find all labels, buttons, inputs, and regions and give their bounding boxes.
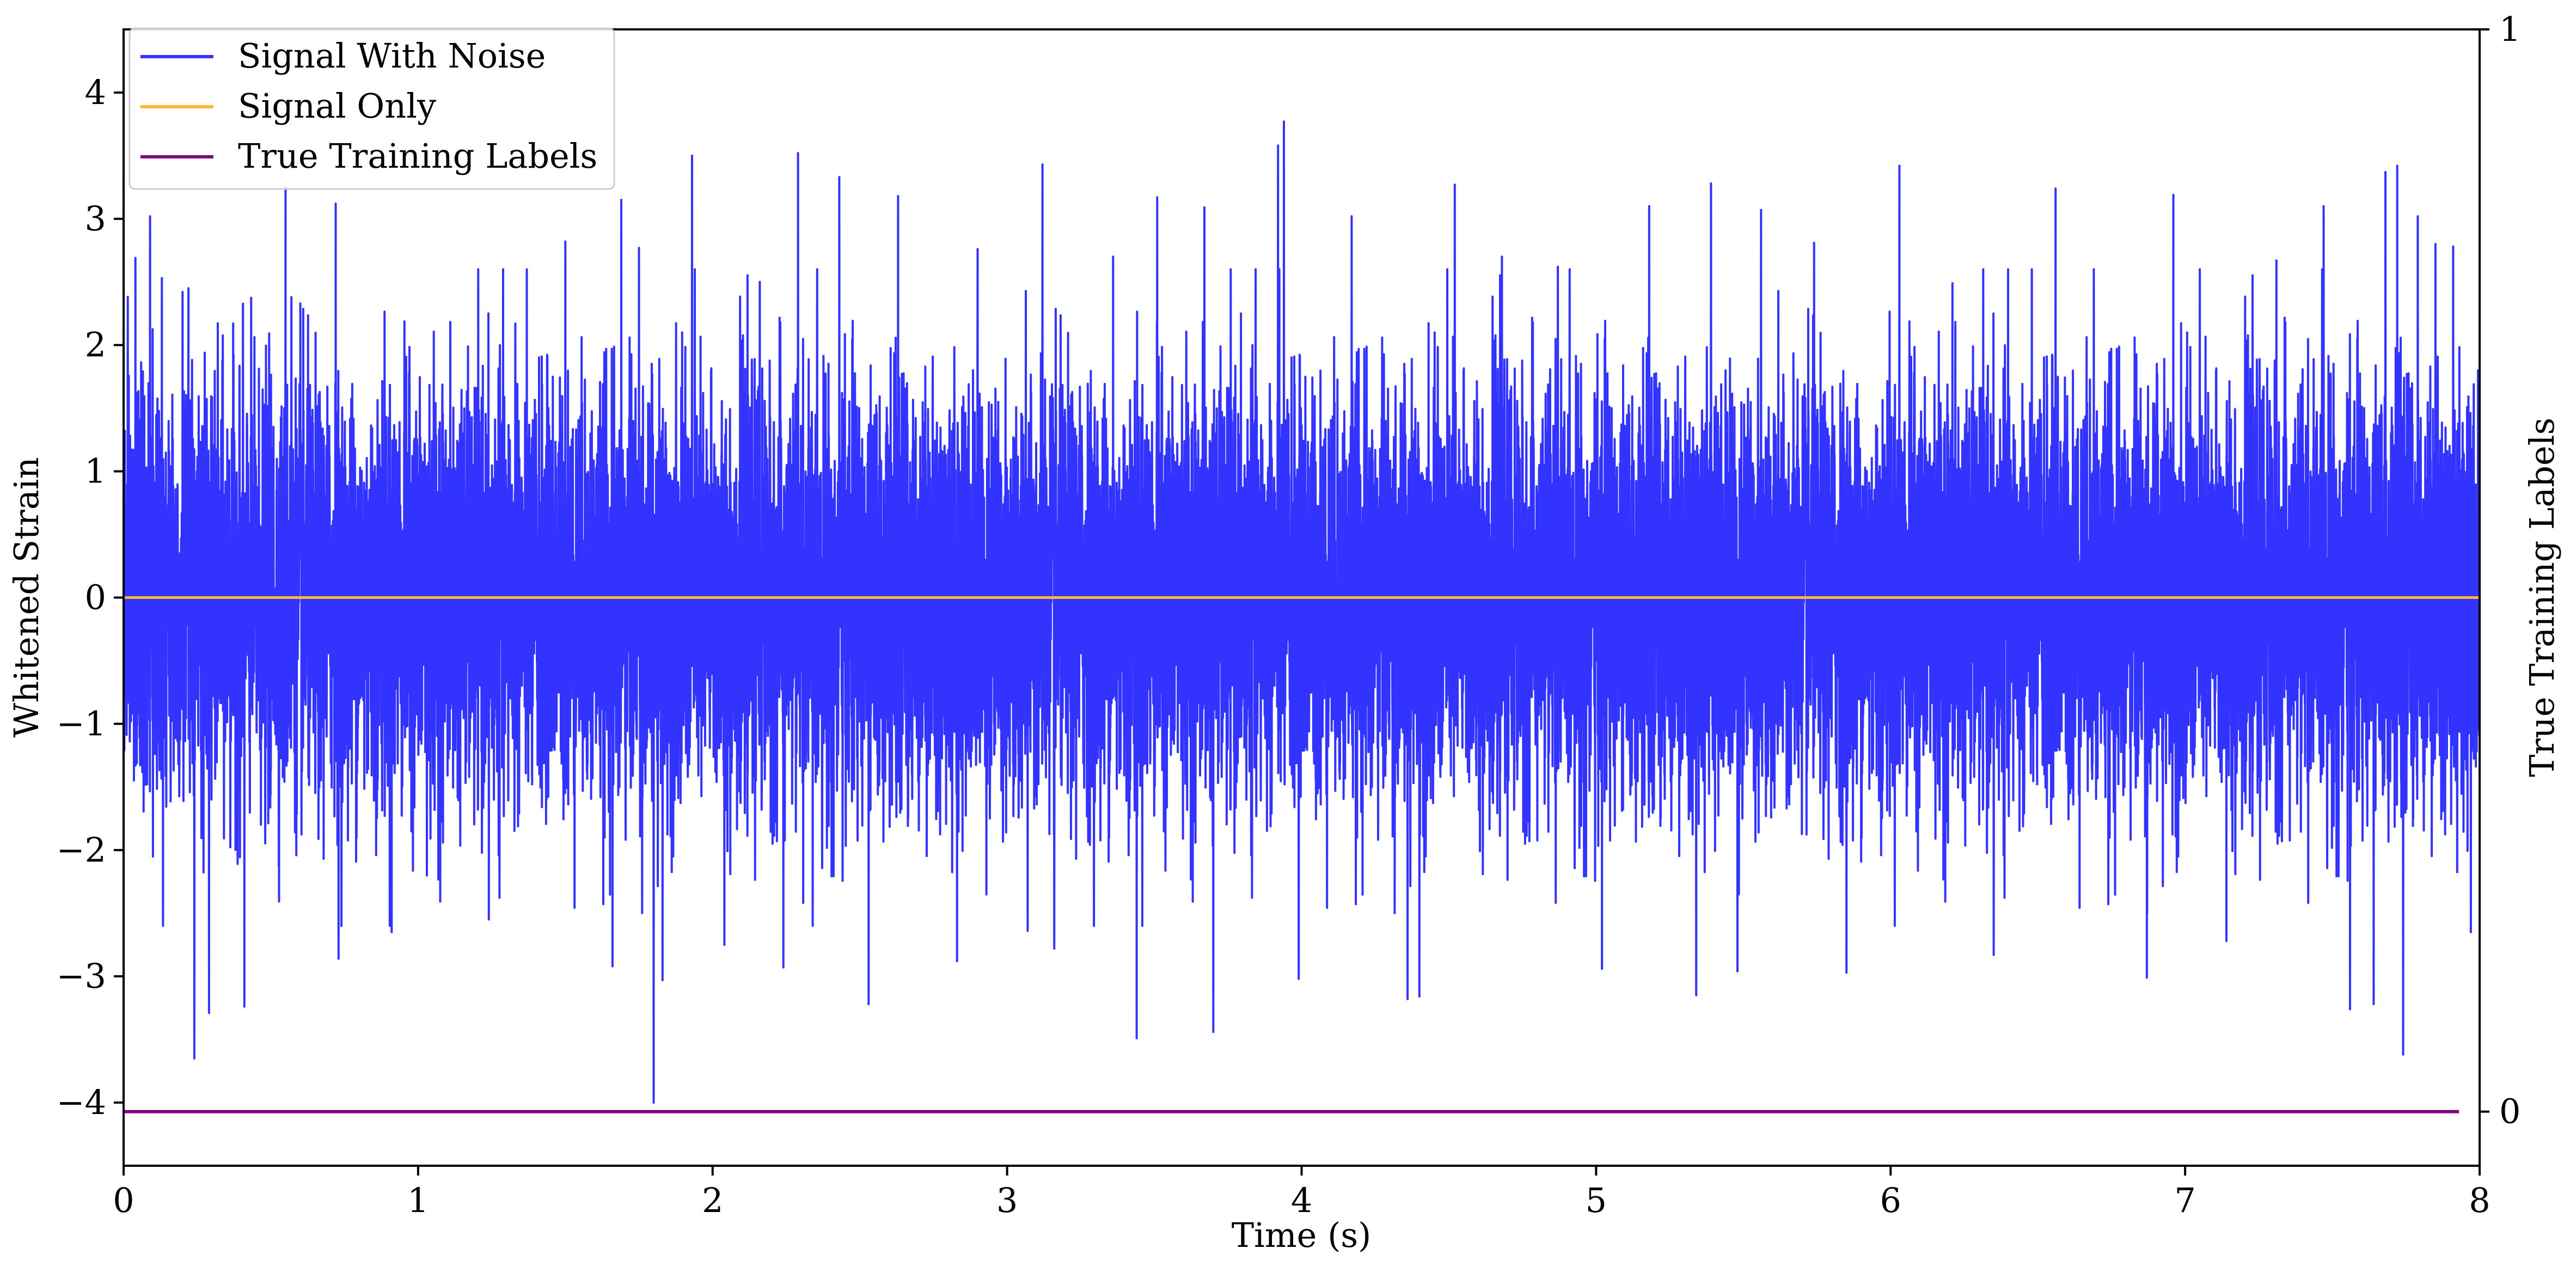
x-tick-label: 5 [1586, 1180, 1607, 1220]
x-tick-label: 8 [2469, 1180, 2490, 1220]
y-tick-label: 1 [85, 451, 106, 491]
y-tick-label: 3 [85, 199, 106, 238]
y-tick-label: −2 [57, 830, 106, 870]
series-layer [124, 120, 2480, 1113]
y-axis-right: 01 [2480, 9, 2520, 1131]
x-tick-label: 1 [407, 1180, 429, 1220]
y-tick-label: −1 [57, 703, 106, 743]
legend-label-true-training-labels: True Training Labels [238, 136, 597, 176]
y-axis-left: −4 −3 −2 −1 0 1 2 3 4 [57, 72, 124, 1122]
y2-tick-label: 1 [2499, 9, 2520, 49]
series-line-signal-with-noise [124, 120, 2480, 1104]
y2-tick-label: 0 [2499, 1092, 2520, 1131]
y-tick-label: −3 [57, 956, 106, 996]
y-tick-label: −4 [57, 1082, 106, 1122]
x-tick-label: 2 [702, 1180, 723, 1220]
legend-label-signal-with-noise: Signal With Noise [238, 36, 546, 76]
x-axis: 0 1 2 3 4 5 6 7 8 [113, 1166, 2491, 1220]
y-axis-title: Whitened Strain [7, 457, 46, 738]
x-tick-label: 4 [1291, 1180, 1312, 1220]
x-tick-label: 0 [113, 1180, 134, 1220]
x-tick-label: 3 [996, 1180, 1018, 1220]
y-tick-label: 0 [85, 578, 106, 617]
legend: Signal With Noise Signal Only True Train… [129, 27, 615, 190]
x-axis-title: Time (s) [1232, 1215, 1372, 1255]
y2-axis-title: True Training Labels [2522, 418, 2562, 777]
x-tick-label: 7 [2174, 1180, 2195, 1220]
y-tick-label: 2 [85, 325, 106, 365]
x-tick-label: 6 [1880, 1180, 1901, 1220]
y-tick-label: 4 [85, 72, 106, 112]
legend-box [129, 27, 615, 190]
legend-label-signal-only: Signal Only [238, 86, 436, 126]
